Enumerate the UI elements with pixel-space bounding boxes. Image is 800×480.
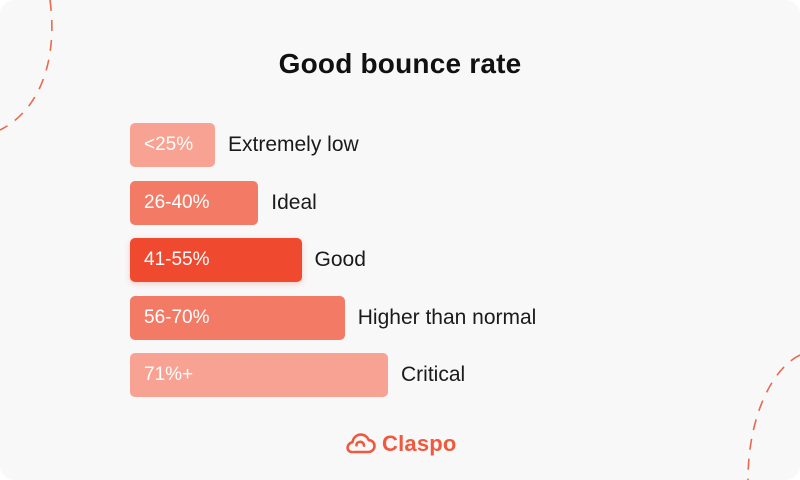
bar-row: <25% Extremely low [130, 123, 730, 167]
bar-label: Ideal [271, 190, 317, 214]
bar: <25% [130, 123, 215, 167]
brand-logo: Claspo [346, 428, 457, 460]
dashed-arc-top-left [0, 0, 53, 131]
bar-label: Higher than normal [357, 305, 537, 329]
bar-label: Critical [401, 363, 466, 386]
bar: 26-40% [130, 180, 259, 225]
bar: 56-70% [130, 295, 345, 340]
brand-name: Claspo [382, 431, 457, 456]
bar-label: Extremely low [228, 133, 359, 156]
bar: 71%+ [130, 353, 388, 397]
bar-row: 56-70% Higher than normal [130, 295, 730, 340]
bar-label: Good [314, 248, 366, 271]
chart-title: Good bounce rate [278, 48, 522, 79]
bar-row: 41-55% Good [130, 238, 730, 282]
bar-rows: <25% Extremely low 26-40% Ideal 41-55% Good 56… [130, 123, 730, 411]
bar: 41-55% [130, 238, 302, 282]
bar-row: 71%+ Critical [130, 353, 730, 397]
bar-row: 26-40% Ideal [130, 180, 730, 225]
dashed-arc-bottom-right [747, 354, 800, 480]
cloud-logo-icon [346, 433, 376, 454]
